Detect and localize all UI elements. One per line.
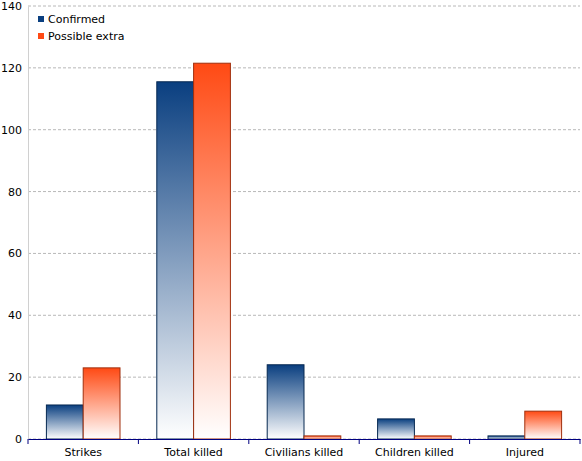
bar xyxy=(488,436,525,439)
y-tick-label: 140 xyxy=(1,0,22,13)
y-tick: 20 xyxy=(8,371,28,384)
x-tick: Injured xyxy=(506,439,544,459)
x-tick-label: Injured xyxy=(506,446,544,459)
bar xyxy=(157,82,194,439)
x-divider xyxy=(580,439,581,444)
x-axis: Strikes Total killed Civilians killed Child… xyxy=(28,439,581,459)
x-dividers xyxy=(28,439,580,444)
y-tick: 80 xyxy=(8,186,28,199)
y-tick-label: 60 xyxy=(8,247,22,260)
y-tick-label: 80 xyxy=(8,186,22,199)
chart: 0 20 40 60 80 100 120 140 Strikes Total killed Civ… xyxy=(0,0,582,461)
x-divider xyxy=(28,439,29,444)
y-tick: 140 xyxy=(1,0,28,13)
bar xyxy=(304,436,341,439)
x-axis-line xyxy=(29,439,581,440)
bar xyxy=(46,405,83,439)
grid-line xyxy=(28,129,580,130)
y-tick: 60 xyxy=(8,247,28,260)
y-tick: 120 xyxy=(1,62,28,75)
bars xyxy=(46,63,561,439)
x-tick-label: Strikes xyxy=(65,446,103,459)
plot-area: 0 20 40 60 80 100 120 140 Strikes Total killed Civ… xyxy=(1,0,581,459)
y-tick: 0 xyxy=(15,433,28,446)
grid-line xyxy=(28,6,580,7)
grid-line xyxy=(28,315,580,316)
y-axis: 0 20 40 60 80 100 120 140 xyxy=(1,0,29,446)
y-tick-label: 100 xyxy=(1,124,22,137)
bar-series xyxy=(46,82,524,439)
bar xyxy=(414,436,451,439)
x-divider xyxy=(359,439,360,444)
y-tick-label: 20 xyxy=(8,371,22,384)
x-divider xyxy=(138,439,139,444)
legend-label: Confirmed xyxy=(48,13,105,26)
bar xyxy=(83,368,120,439)
x-divider xyxy=(469,439,470,444)
grid xyxy=(28,6,580,439)
x-tick: Children killed xyxy=(375,439,454,459)
y-tick-label: 40 xyxy=(8,309,22,322)
y-tick: 100 xyxy=(1,124,28,137)
legend-swatch xyxy=(38,16,44,22)
y-tick: 40 xyxy=(8,309,28,322)
bar-series xyxy=(83,63,561,439)
x-tick: Civilians killed xyxy=(265,439,344,459)
x-tick-label: Civilians killed xyxy=(265,446,344,459)
bar xyxy=(194,63,231,439)
x-divider xyxy=(248,439,249,444)
grid-line xyxy=(28,253,580,254)
x-tick: Strikes xyxy=(65,439,103,459)
bar xyxy=(378,419,415,439)
x-tick: Total killed xyxy=(163,439,222,459)
bar xyxy=(525,411,562,439)
y-axis-line xyxy=(28,7,29,440)
x-tick-label: Total killed xyxy=(163,446,222,459)
legend-label: Possible extra xyxy=(48,30,124,43)
legend-item: Possible extra xyxy=(38,30,124,43)
legend-swatch xyxy=(38,33,44,39)
x-tick-label: Children killed xyxy=(375,446,454,459)
y-tick-label: 120 xyxy=(1,62,22,75)
y-tick-label: 0 xyxy=(15,433,22,446)
grid-line xyxy=(28,67,580,68)
legend-item: Confirmed xyxy=(38,13,105,26)
legend: Confirmed Possible extra xyxy=(38,13,124,43)
bar xyxy=(267,365,304,439)
grid-line xyxy=(28,191,580,192)
